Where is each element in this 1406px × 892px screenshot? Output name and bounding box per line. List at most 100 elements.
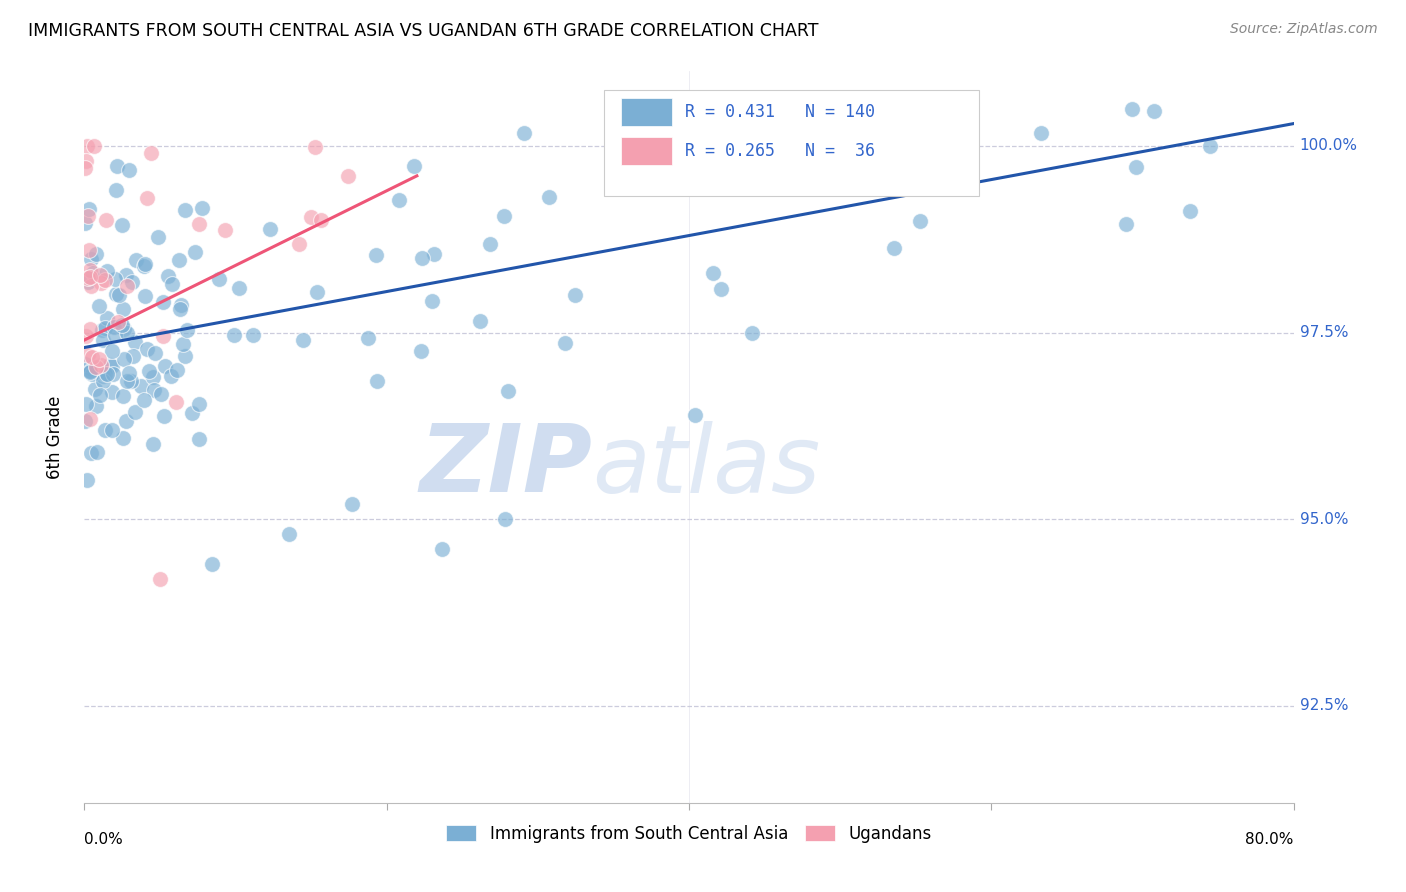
- Point: [93, 333, 115, 347]
- Point: [104, 272, 127, 286]
- Point: [134, 257, 156, 271]
- Point: [80, 278, 103, 293]
- Point: [423, 247, 446, 261]
- Point: [494, 512, 516, 526]
- Text: 92.5%: 92.5%: [1299, 698, 1348, 714]
- Point: [77, 271, 100, 285]
- Point: [364, 248, 387, 262]
- Point: [152, 328, 174, 343]
- Point: [77, 209, 100, 223]
- Point: [208, 271, 231, 285]
- Point: [409, 343, 432, 358]
- Point: [84, 247, 107, 261]
- Text: 97.5%: 97.5%: [1299, 325, 1348, 340]
- Point: [366, 374, 388, 388]
- Point: [1143, 103, 1166, 118]
- Point: [1180, 203, 1202, 218]
- Point: [94, 273, 117, 287]
- Point: [94, 321, 117, 335]
- Point: [96, 367, 118, 381]
- Point: [111, 218, 134, 232]
- Point: [115, 374, 138, 388]
- Point: [242, 327, 264, 342]
- Point: [134, 289, 156, 303]
- Point: [337, 169, 360, 183]
- Point: [84, 382, 107, 396]
- Point: [135, 343, 157, 357]
- Point: [513, 126, 536, 140]
- Point: [259, 222, 281, 236]
- Point: [100, 423, 122, 437]
- Point: [169, 301, 191, 316]
- Point: [191, 201, 214, 215]
- Point: [159, 368, 181, 383]
- Point: [188, 217, 211, 231]
- Point: [75, 153, 97, 168]
- Point: [627, 102, 650, 116]
- Point: [76, 275, 98, 289]
- Point: [96, 264, 118, 278]
- Point: [174, 349, 197, 363]
- Point: [721, 160, 744, 174]
- Point: [117, 162, 139, 177]
- Point: [883, 241, 905, 255]
- Point: [411, 251, 433, 265]
- Point: [75, 216, 97, 230]
- Point: [79, 364, 101, 378]
- Point: [201, 557, 224, 571]
- Point: [167, 252, 190, 267]
- Point: [105, 287, 128, 301]
- Point: [172, 337, 194, 351]
- Point: [93, 423, 115, 437]
- Point: [170, 298, 193, 312]
- Point: [75, 397, 97, 411]
- Point: [683, 409, 706, 423]
- Text: R = 0.265   N =  36: R = 0.265 N = 36: [685, 142, 876, 160]
- Point: [142, 370, 165, 384]
- Point: [134, 259, 156, 273]
- Text: R = 0.431   N = 140: R = 0.431 N = 140: [685, 103, 876, 121]
- Point: [111, 389, 134, 403]
- Point: [75, 161, 97, 176]
- Legend: Immigrants from South Central Asia, Ugandans: Immigrants from South Central Asia, Ugan…: [440, 818, 938, 849]
- Point: [537, 190, 560, 204]
- Point: [101, 368, 124, 382]
- Point: [94, 212, 117, 227]
- Point: [908, 214, 931, 228]
- Point: [112, 431, 135, 445]
- Point: [104, 328, 127, 343]
- Point: [105, 159, 128, 173]
- Point: [111, 301, 134, 316]
- FancyBboxPatch shape: [605, 90, 979, 195]
- Point: [93, 369, 115, 384]
- Point: [149, 572, 172, 586]
- Point: [759, 102, 782, 116]
- Text: 100.0%: 100.0%: [1299, 138, 1358, 153]
- Point: [492, 210, 515, 224]
- Point: [214, 223, 236, 237]
- Point: [73, 414, 96, 428]
- Point: [84, 399, 107, 413]
- Point: [80, 368, 103, 382]
- Point: [79, 360, 101, 375]
- Point: [90, 276, 112, 290]
- Text: 95.0%: 95.0%: [1299, 512, 1348, 526]
- Text: 0.0%: 0.0%: [84, 832, 124, 847]
- Point: [124, 405, 146, 419]
- Point: [77, 347, 100, 361]
- Point: [1029, 126, 1052, 140]
- Point: [174, 202, 197, 217]
- Point: [103, 320, 125, 334]
- Point: [91, 374, 114, 388]
- Point: [184, 244, 207, 259]
- Point: [79, 322, 101, 336]
- Point: [75, 357, 97, 371]
- Point: [89, 268, 111, 282]
- Point: [305, 285, 328, 300]
- Point: [79, 365, 101, 379]
- Point: [166, 363, 188, 377]
- Point: [188, 433, 211, 447]
- Point: [122, 349, 145, 363]
- Point: [112, 322, 135, 336]
- Y-axis label: 6th Grade: 6th Grade: [45, 395, 63, 479]
